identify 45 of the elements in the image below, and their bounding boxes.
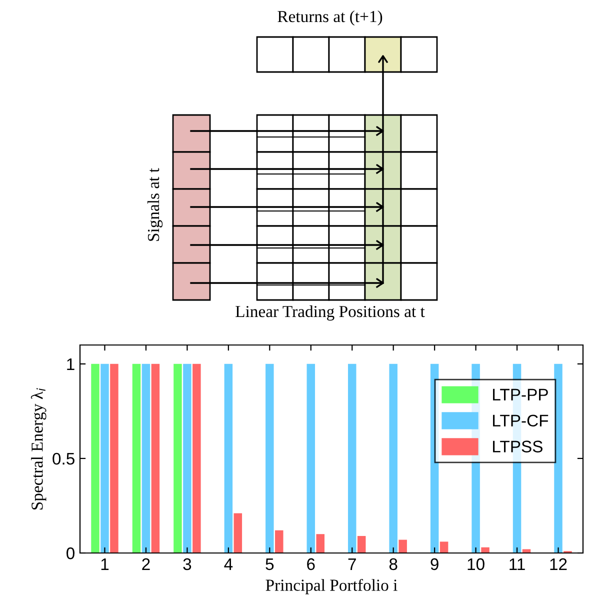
bar: [100, 364, 109, 553]
bar: [348, 364, 356, 553]
bar: [91, 364, 100, 553]
bar: [142, 364, 150, 553]
text: Linear Trading Positions at t: [236, 305, 425, 321]
bar: [481, 547, 490, 553]
y-tick-label: 0.5: [52, 452, 74, 465]
bar: [316, 534, 324, 553]
bar: [234, 513, 242, 553]
y-tick-label: 1: [67, 358, 74, 370]
legend-label: LTP-PP: [493, 388, 548, 400]
x-tick-label: 2: [142, 558, 150, 570]
bar: [306, 364, 316, 553]
bar: [224, 364, 233, 553]
x-tick-label: 5: [266, 558, 274, 570]
x-tick-label: 10: [468, 558, 484, 570]
bar: [275, 530, 284, 553]
bar: [389, 364, 398, 553]
text: Signals at t: [147, 168, 163, 241]
text: Returns at (t+1): [278, 10, 382, 26]
x-tick-label: 4: [224, 558, 233, 570]
bar: [183, 364, 192, 553]
x-tick-label: 7: [348, 558, 356, 570]
legend-label: LTP-CF: [493, 414, 548, 427]
x-tick-label: 3: [183, 558, 192, 570]
bar: [266, 364, 274, 553]
legend-label: LTPSS: [493, 440, 542, 452]
x-tick-label: 12: [550, 558, 567, 570]
y-tick-label: 0: [66, 547, 74, 560]
bar: [132, 364, 141, 553]
bar: [110, 364, 118, 553]
x-tick-label: 6: [307, 558, 315, 570]
bar: [398, 540, 407, 553]
x-tick-label: 11: [510, 558, 525, 570]
y-axis-title: Spectral Energy λ$_{i}$: [30, 388, 46, 510]
x-tick-label: 8: [389, 558, 398, 570]
x-axis-title: Principal Portfolio i: [266, 578, 398, 594]
bar: [357, 536, 366, 553]
bar: [192, 364, 201, 553]
bar: [522, 549, 531, 553]
bar: [174, 364, 182, 553]
x-tick-label: 1: [101, 558, 109, 570]
x-tick-label: 9: [430, 558, 438, 570]
bar: [440, 542, 448, 553]
bar: [151, 364, 160, 553]
